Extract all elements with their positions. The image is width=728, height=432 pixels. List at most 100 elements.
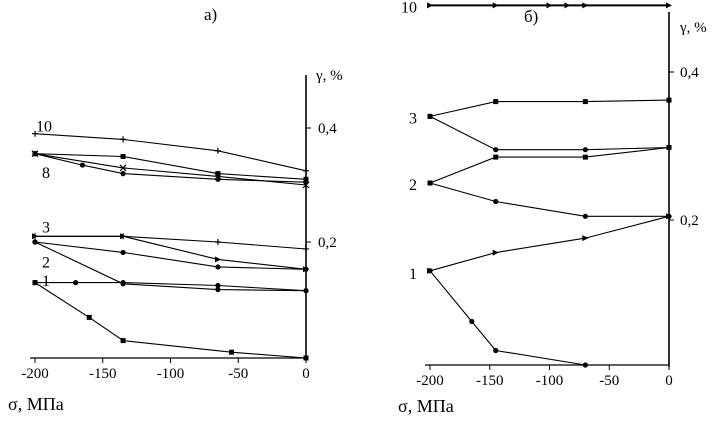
y-tick-label: 0,4 xyxy=(318,121,337,137)
data-point xyxy=(214,239,221,245)
data-point xyxy=(666,213,672,220)
series-1-circle xyxy=(427,268,588,368)
series-line xyxy=(34,241,307,292)
data-point xyxy=(582,99,588,105)
series-line xyxy=(34,153,307,186)
data-point xyxy=(427,2,433,9)
x-tick-label: -200 xyxy=(416,373,444,389)
data-point xyxy=(493,198,499,205)
data-point xyxy=(303,355,309,361)
data-point xyxy=(73,280,79,286)
series-line xyxy=(429,270,586,366)
series-line xyxy=(429,182,669,217)
data-point xyxy=(215,171,221,177)
data-point xyxy=(582,235,589,242)
data-point xyxy=(215,286,221,293)
y-tick-label: 0,4 xyxy=(680,65,699,81)
data-point xyxy=(120,154,126,159)
data-point xyxy=(86,314,92,320)
curve-label: 10 xyxy=(36,119,52,136)
panel-a: -200 -150 -100 -50 0 0,2 0,4 γ, % σ, МПа а) 10 8 3 2 1 xyxy=(8,5,343,414)
series-3-square xyxy=(427,97,672,119)
series-line xyxy=(34,133,307,172)
data-point xyxy=(582,362,588,368)
series-line xyxy=(429,146,670,184)
y-tick-label: 0,2 xyxy=(680,213,699,229)
data-point xyxy=(120,338,126,344)
y-axis-title: γ, % xyxy=(315,68,343,84)
data-point xyxy=(302,181,310,189)
data-point xyxy=(666,97,672,103)
data-point xyxy=(32,239,38,245)
data-point xyxy=(427,268,433,274)
data-point xyxy=(228,349,234,355)
curve-label: 3 xyxy=(42,219,50,236)
series-10-plus xyxy=(32,130,309,174)
data-point xyxy=(32,233,38,240)
curve-label: 3 xyxy=(409,110,417,127)
series-1-triangle xyxy=(427,213,672,274)
data-point xyxy=(120,249,126,256)
series-line xyxy=(34,241,307,270)
x-tick-label: -150 xyxy=(476,373,504,389)
curve-label: 1 xyxy=(42,273,50,290)
x-tick-label: -200 xyxy=(21,366,49,382)
series-line xyxy=(35,235,307,270)
data-point xyxy=(214,147,221,154)
data-point xyxy=(469,318,475,325)
data-point xyxy=(120,171,126,177)
series-2-circle xyxy=(32,239,309,272)
data-point xyxy=(427,180,433,186)
x-tick-label: -100 xyxy=(157,366,185,382)
x-tick-label: -150 xyxy=(89,366,117,382)
data-point xyxy=(582,147,588,153)
data-point xyxy=(493,99,499,105)
data-point xyxy=(582,2,589,9)
series-line xyxy=(34,153,307,180)
data-point xyxy=(79,162,86,168)
series-8-cross xyxy=(31,150,310,189)
x-tick-label: -100 xyxy=(536,373,564,389)
data-point xyxy=(492,2,499,9)
data-point xyxy=(303,288,309,294)
curve-label: 1 xyxy=(409,266,417,283)
data-point xyxy=(303,245,309,252)
series-2-circle xyxy=(427,180,672,219)
data-point xyxy=(303,266,309,272)
data-point xyxy=(564,2,571,9)
data-point xyxy=(303,167,309,174)
x-tick-label: 0 xyxy=(302,366,310,382)
data-point xyxy=(214,256,221,263)
panel-label: б) xyxy=(524,7,538,26)
data-point xyxy=(120,280,126,286)
curve-label: 8 xyxy=(42,165,50,182)
panel-label: а) xyxy=(204,5,217,24)
data-point xyxy=(303,176,309,182)
curve-label: 10 xyxy=(401,0,417,16)
series-line xyxy=(34,282,307,359)
data-point xyxy=(215,264,221,270)
x-tick-label: -50 xyxy=(599,373,619,389)
data-point xyxy=(119,164,127,172)
data-point xyxy=(120,233,127,240)
series-8-square xyxy=(32,151,309,182)
data-point xyxy=(493,154,499,160)
curve-label: 2 xyxy=(42,254,50,271)
y-axis-title: γ, % xyxy=(679,20,707,36)
series-3-circle xyxy=(427,113,672,153)
data-point xyxy=(492,249,499,256)
data-point xyxy=(32,280,38,286)
panel-b: -200 -150 -100 -50 0 0,2 0,4 γ, % σ, МПа б) 10 3 2 1 xyxy=(398,0,707,416)
x-tick-label: 0 xyxy=(665,373,673,389)
x-axis-title: σ, МПа xyxy=(8,394,64,414)
series-10-triangle xyxy=(427,2,672,9)
series-line xyxy=(34,153,307,183)
x-tick-label: -50 xyxy=(228,366,248,382)
series-1-square xyxy=(32,280,309,361)
x-axis-title: σ, МПа xyxy=(398,396,454,416)
data-point xyxy=(427,113,433,119)
data-point xyxy=(32,151,38,157)
data-point xyxy=(666,2,672,9)
series-10-circle xyxy=(32,151,309,185)
